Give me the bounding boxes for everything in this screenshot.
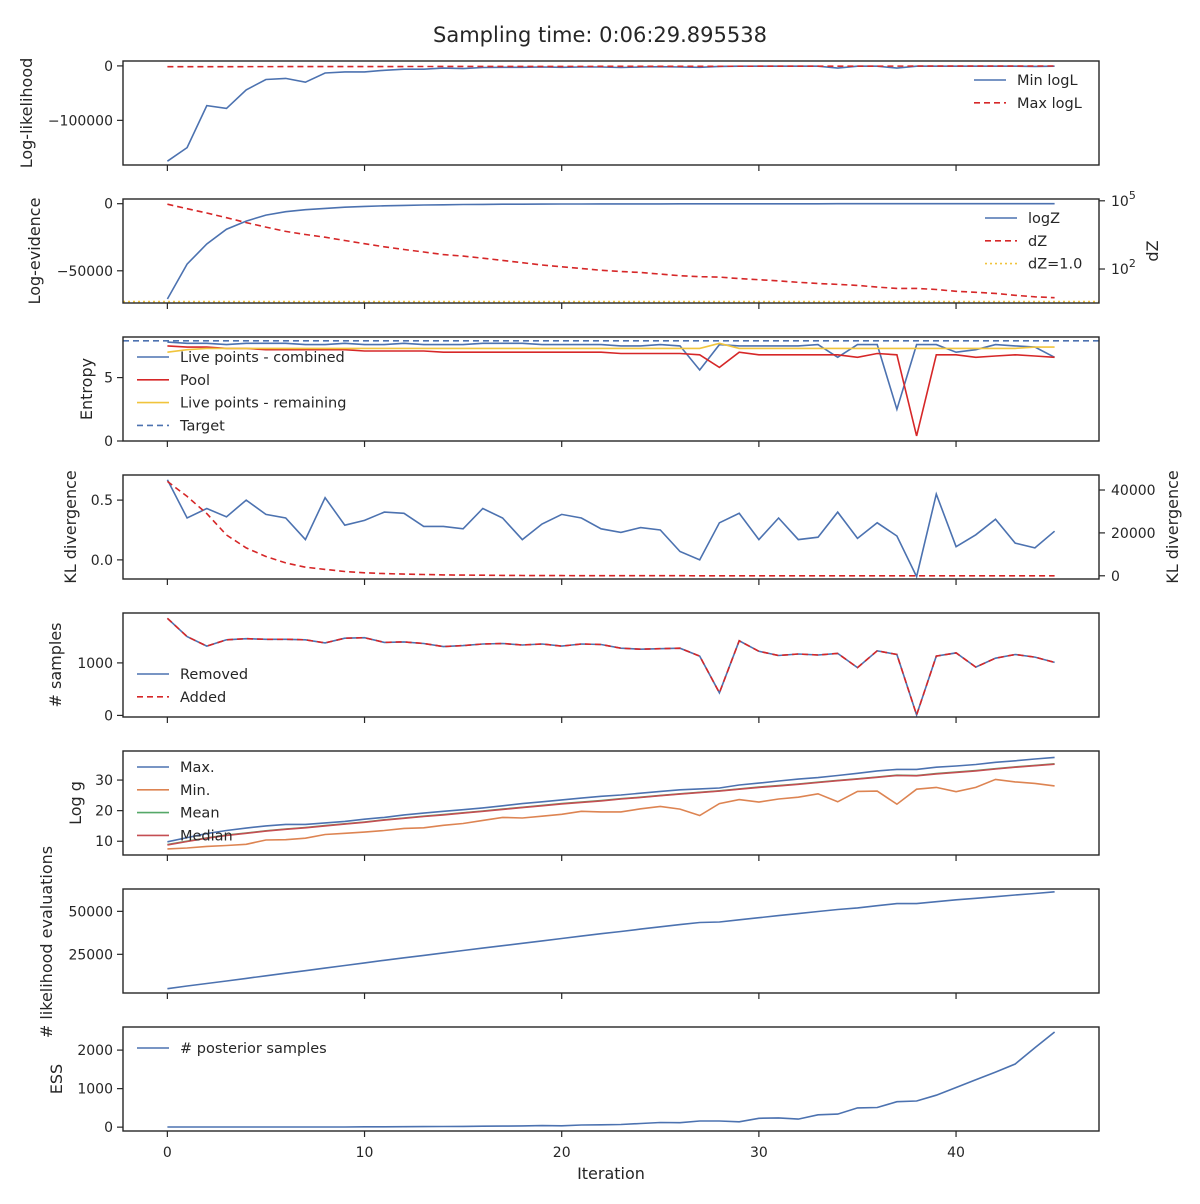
x-axis-label: Iteration <box>577 1164 645 1183</box>
right-y-tick-label: 20000 <box>1111 526 1156 542</box>
panel-6-series-line-4 <box>167 763 1055 846</box>
legend-label: # posterior samples <box>180 1041 327 1057</box>
legend-label: Pool <box>180 373 210 389</box>
panel-5-series-line-2 <box>166 617 1055 717</box>
right-y-tick-label: 0 <box>1111 569 1120 585</box>
x-tick-label: 20 <box>553 1145 571 1161</box>
y-tick-label: 1000 <box>77 656 113 672</box>
panel-3-series-line-2 <box>167 345 1055 437</box>
y-tick-label: 0 <box>104 1120 113 1136</box>
panel-3-series-line-3 <box>167 342 1055 353</box>
y-tick-label: 5 <box>104 371 113 387</box>
legend-label: logZ <box>1028 211 1060 227</box>
panel-3-frame <box>122 336 1100 442</box>
legend-label: Added <box>180 690 226 706</box>
panel-4-series-line-1 <box>166 479 1056 579</box>
y-tick-label: 10 <box>95 834 113 850</box>
x-tick-label: 40 <box>947 1145 965 1161</box>
panel-1-frame <box>122 60 1100 166</box>
y-tick-label: 1000 <box>77 1082 113 1098</box>
panel-1-series-line-1 <box>166 65 1055 162</box>
panel-4-series-line-2 <box>166 480 1055 577</box>
panel-8-frame <box>122 1026 1100 1132</box>
y-tick-label: 25000 <box>68 947 113 963</box>
y-tick-label: 50000 <box>68 904 113 920</box>
legend-label: Median <box>180 828 233 844</box>
legend-label: Live points - remaining <box>180 396 346 412</box>
legend-label: Removed <box>180 667 248 683</box>
x-tick-label: 0 <box>163 1145 172 1161</box>
legend-label: Target <box>179 418 225 434</box>
panel-8-series-line-1 <box>167 1031 1056 1128</box>
panel-5-frame <box>122 612 1100 718</box>
panel-6-series-line-2 <box>167 778 1055 850</box>
y-axis-label: KL divergence <box>61 470 80 583</box>
y-tick-label: 0.0 <box>91 553 113 569</box>
y-tick-label: −100000 <box>48 113 113 129</box>
legend-label: dZ=1.0 <box>1028 257 1082 273</box>
panel-2-frame <box>122 198 1100 304</box>
y-tick-label: −50000 <box>57 264 113 280</box>
y-tick-label: 0.5 <box>91 493 113 509</box>
panel-7-frame <box>122 888 1100 994</box>
y-axis-label: # likelihood evaluations <box>37 846 56 1038</box>
x-tick-label: 10 <box>356 1145 374 1161</box>
panel-2-series-line-1 <box>166 202 1055 300</box>
y-tick-label: 30 <box>95 773 113 789</box>
legend-label: Min. <box>180 783 210 799</box>
legend-label: dZ <box>1028 234 1047 250</box>
panel-1-series-line-2 <box>167 65 1055 68</box>
panel-6-series-line-1 <box>167 756 1055 843</box>
right-y-axis-label: KL divergence <box>1163 470 1182 583</box>
figure-title: Sampling time: 0:06:29.895538 <box>433 23 767 47</box>
panel-5-series-line-1 <box>166 617 1055 717</box>
y-tick-label: 0 <box>104 197 113 213</box>
y-tick-label: 0 <box>104 708 113 724</box>
panel-7-series-line-1 <box>167 891 1055 990</box>
y-tick-label: 0 <box>104 434 113 450</box>
legend-label: Min logL <box>1017 73 1078 89</box>
right-y-tick-label: 102 <box>1111 257 1136 278</box>
panel-4-frame <box>122 474 1100 580</box>
y-axis-label: ESS <box>47 1064 66 1094</box>
y-axis-label: Log-likelihood <box>17 58 36 169</box>
right-y-tick-label: 105 <box>1111 189 1136 210</box>
y-axis-label: Log-evidence <box>25 198 44 305</box>
legend-label: Max. <box>180 760 215 776</box>
panel-3-series-line-1 <box>167 341 1055 413</box>
panel-6-frame <box>122 750 1100 856</box>
right-y-axis-label: dZ <box>1143 240 1162 261</box>
legend-label: Max logL <box>1017 96 1082 112</box>
y-axis-label: Log g <box>66 781 85 825</box>
y-axis-label: Entropy <box>77 358 96 420</box>
x-tick-label: 30 <box>750 1145 768 1161</box>
y-tick-label: 0 <box>104 59 113 75</box>
legend-label: Live points - combined <box>180 350 345 366</box>
y-axis-label: # samples <box>46 623 65 708</box>
panel-2-series-line-2 <box>167 203 1055 299</box>
legend-label: Mean <box>180 806 220 822</box>
right-y-tick-label: 40000 <box>1111 483 1156 499</box>
y-tick-label: 2000 <box>77 1043 113 1059</box>
y-tick-label: 20 <box>95 804 113 820</box>
